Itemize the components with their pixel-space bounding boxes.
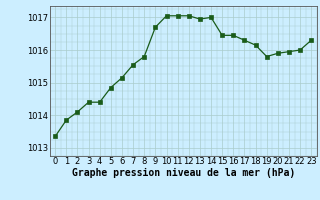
X-axis label: Graphe pression niveau de la mer (hPa): Graphe pression niveau de la mer (hPa)	[72, 168, 295, 178]
